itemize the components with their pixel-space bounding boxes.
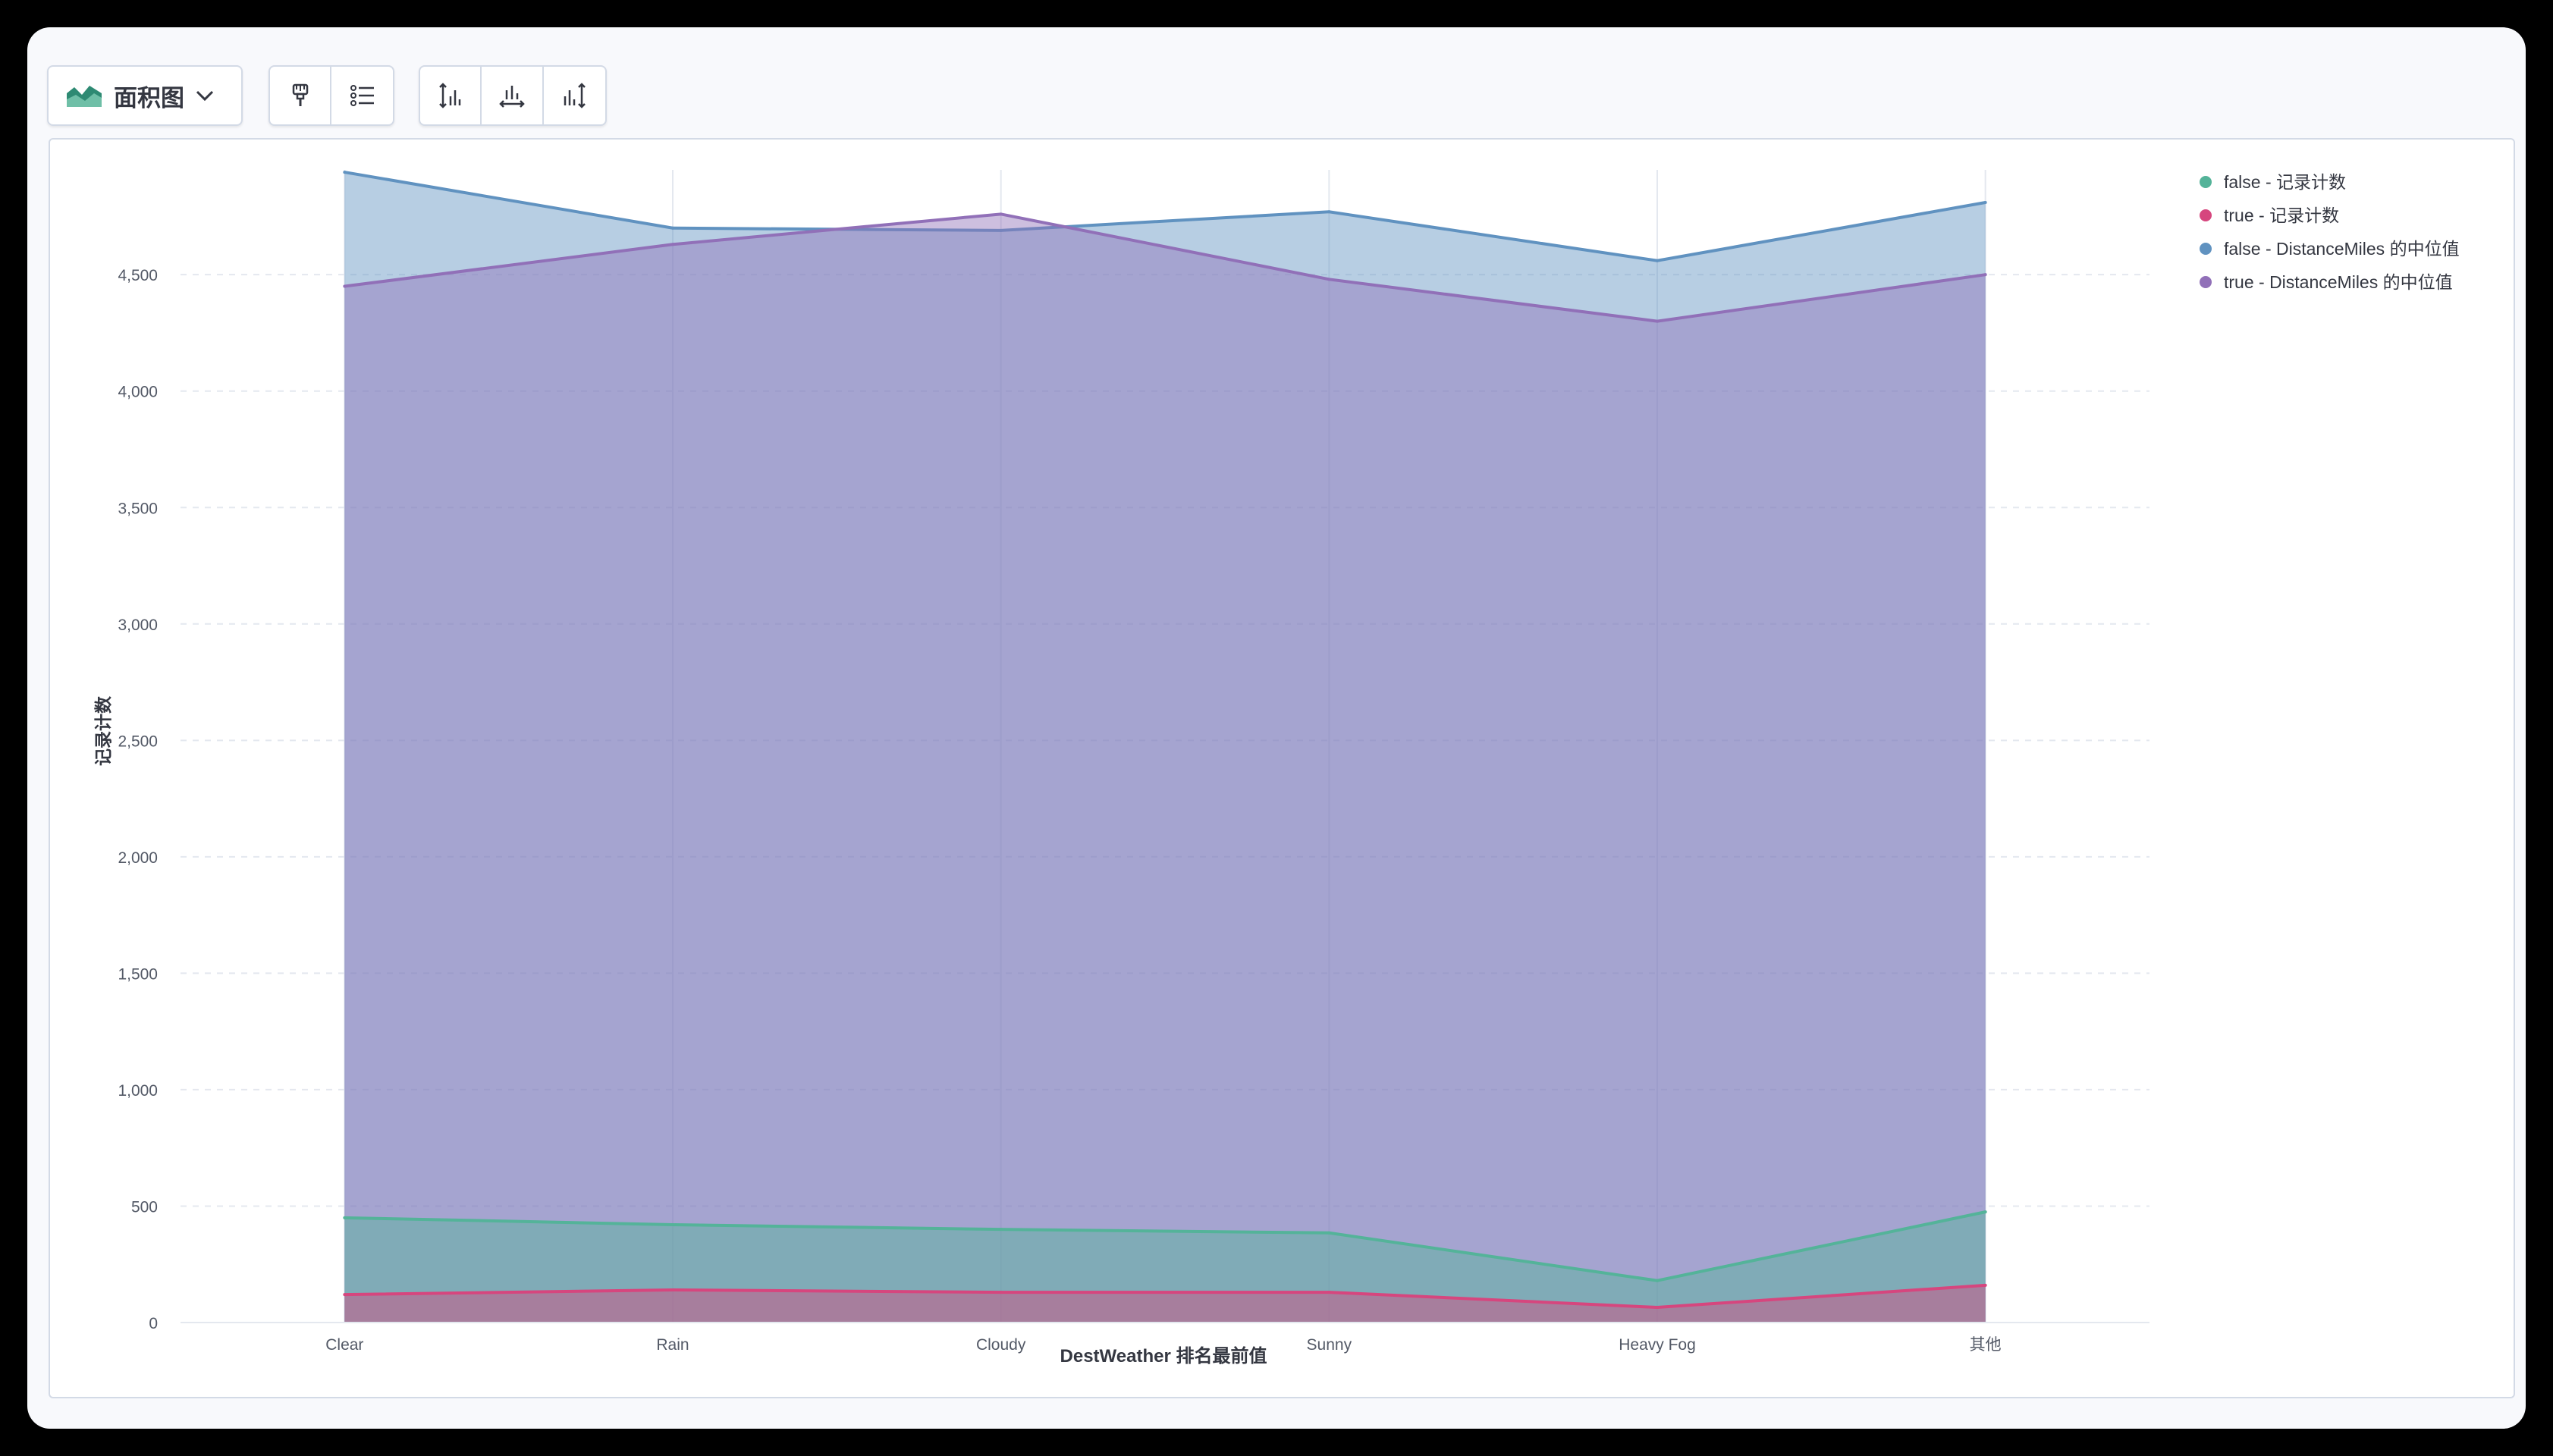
data-point-series-3	[1656, 319, 1659, 323]
data-point-series-0	[1327, 1231, 1331, 1235]
series-line-2	[344, 171, 1986, 262]
legend-swatch	[2200, 276, 2212, 288]
bottom-axis-icon	[499, 86, 525, 108]
data-point-series-3	[1983, 273, 1987, 277]
legend-label: false - 记录计数	[2224, 172, 2346, 192]
legend-swatch	[2200, 176, 2212, 188]
grid	[181, 170, 2149, 1323]
y-tick-label: 3,500	[118, 500, 158, 517]
area-fill-series-0	[344, 1212, 1986, 1323]
data-point-series-3	[1327, 278, 1331, 281]
y-tick-label: 1,000	[118, 1082, 158, 1100]
bottom-axis-button[interactable]	[482, 67, 544, 124]
area-fill-series-1	[344, 1285, 1986, 1323]
data-point-series-2	[343, 171, 347, 174]
data-point-series-2	[671, 226, 674, 230]
x-axis: Clear Rain Cloudy Sunny Heavy Fog 其他	[181, 1322, 2149, 1354]
data-point-series-0	[343, 1216, 347, 1219]
data-point-series-0	[999, 1228, 1003, 1232]
data-point-series-2	[999, 228, 1003, 232]
chart-panel: 0 500 1,000 1,500 2,000 2,500 3,000 3,500 4,000 4…	[49, 138, 2515, 1398]
legend-label: false - DistanceMiles 的中位值	[2224, 239, 2460, 259]
left-axis-icon	[438, 83, 460, 108]
data-point-series-1	[999, 1291, 1003, 1294]
legend-item[interactable]: true - DistanceMiles 的中位值	[2200, 272, 2453, 292]
x-tick-label: Cloudy	[976, 1336, 1026, 1354]
data-point-series-0	[1983, 1210, 1987, 1214]
data-point-series-1	[671, 1288, 674, 1292]
chart-type-label: 面积图	[114, 84, 184, 111]
data-point-series-1	[1656, 1306, 1659, 1310]
style-toolbar	[268, 65, 394, 126]
y-tick-label: 4,500	[118, 267, 158, 284]
legend-item[interactable]: false - 记录计数	[2200, 172, 2346, 192]
legend-label: true - DistanceMiles 的中位值	[2224, 272, 2453, 292]
x-tick-label: 其他	[1970, 1336, 2002, 1354]
legend-swatch	[2200, 243, 2212, 255]
y-tick-label: 4,000	[118, 384, 158, 401]
data-point-series-2	[1983, 200, 1987, 204]
x-tick-label: Rain	[656, 1336, 689, 1354]
chevron-down-icon	[196, 90, 214, 102]
data-point-series-1	[1327, 1291, 1331, 1294]
x-tick-label: Heavy Fog	[1619, 1336, 1696, 1354]
series-line-3	[344, 212, 1986, 323]
data-point-series-2	[1327, 210, 1331, 214]
style-button[interactable]	[270, 67, 332, 124]
x-axis-title: DestWeather 排名最前值	[1060, 1345, 1267, 1367]
data-point-series-3	[343, 284, 347, 288]
y-axis-title: 记录计数	[93, 695, 113, 766]
y-axis: 0 500 1,000 1,500 2,000 2,500 3,000 3,500 4,000 4…	[118, 267, 158, 1332]
y-tick-label: 3,000	[118, 617, 158, 634]
area-chart: 0 500 1,000 1,500 2,000 2,500 3,000 3,500 4,000 4…	[93, 170, 2460, 1367]
series-line-0	[344, 1210, 1986, 1282]
x-tick-label: Sunny	[1307, 1336, 1352, 1354]
legend-list-icon	[350, 85, 374, 106]
legend-label: true - 记录计数	[2224, 206, 2339, 225]
y-tick-label: 0	[149, 1315, 158, 1332]
y-tick-label: 2,500	[118, 733, 158, 750]
left-axis-button[interactable]	[420, 67, 482, 124]
area-fill-series-3	[344, 214, 1986, 1323]
y-tick-label: 1,500	[118, 965, 158, 983]
data-point-series-0	[671, 1223, 674, 1227]
area-fill-series-2	[344, 172, 1986, 1323]
y-tick-label: 2,000	[118, 849, 158, 867]
series-line-1	[344, 1283, 1986, 1310]
data-point-series-3	[999, 212, 1003, 216]
legend-swatch	[2200, 209, 2212, 221]
area-chart-icon	[67, 86, 102, 107]
axis-toolbar	[419, 65, 607, 126]
x-tick-label: Clear	[325, 1336, 363, 1354]
legend-button[interactable]	[331, 67, 393, 124]
right-axis-icon	[564, 83, 586, 108]
visualization-window: 面积图	[27, 27, 2526, 1429]
legend-item[interactable]: true - 记录计数	[2200, 206, 2339, 225]
legend-item[interactable]: false - DistanceMiles 的中位值	[2200, 239, 2460, 259]
y-tick-label: 500	[131, 1198, 158, 1216]
data-point-series-0	[1656, 1279, 1659, 1282]
legend: false - 记录计数 true - 记录计数 false - DistanceM…	[2200, 172, 2460, 292]
data-point-series-3	[671, 243, 674, 246]
paintbrush-icon	[292, 83, 308, 106]
chart-type-dropdown[interactable]: 面积图	[47, 65, 243, 126]
right-axis-button[interactable]	[544, 67, 605, 124]
data-point-series-1	[343, 1293, 347, 1297]
data-point-series-1	[1983, 1283, 1987, 1287]
data-point-series-2	[1656, 259, 1659, 262]
area-series	[343, 171, 1987, 1323]
